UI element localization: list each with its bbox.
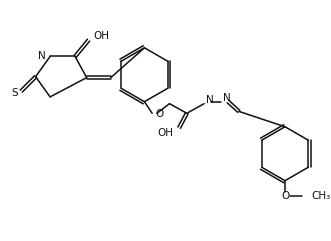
Text: O: O xyxy=(281,191,289,201)
Text: N: N xyxy=(206,95,214,105)
Text: OH: OH xyxy=(157,128,173,139)
Text: N: N xyxy=(37,52,45,61)
Text: OH: OH xyxy=(93,31,110,41)
Text: S: S xyxy=(11,88,18,98)
Text: N: N xyxy=(223,93,231,103)
Text: O: O xyxy=(155,109,163,119)
Text: CH₃: CH₃ xyxy=(311,191,330,201)
